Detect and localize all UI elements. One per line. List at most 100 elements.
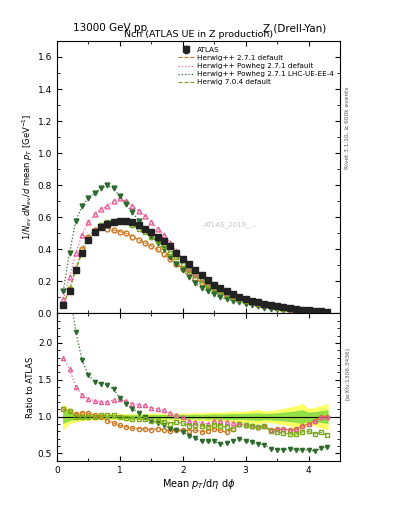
- Herwig 7.0.4 default: [86, 237, 91, 243]
- Herwig++ Powheg 2.7.1 default: [275, 304, 279, 310]
- Herwig 7.0.4 default: [155, 238, 160, 244]
- Herwig 7.0.4 default: [206, 282, 210, 288]
- Herwig++ 2.7.1 default: [92, 227, 97, 233]
- Line: Herwig++ Powheg 2.7.1 LHC-UE-EE-4: Herwig++ Powheg 2.7.1 LHC-UE-EE-4: [63, 185, 327, 312]
- Herwig++ Powheg 2.7.1 default: [287, 306, 292, 312]
- Herwig++ 2.7.1 default: [231, 294, 235, 301]
- Herwig 7.0.4 default: [162, 243, 166, 249]
- Herwig++ 2.7.1 default: [124, 230, 129, 237]
- Herwig++ Powheg 2.7.1 default: [61, 296, 66, 302]
- Herwig++ Powheg 2.7.1 default: [243, 297, 248, 304]
- Herwig++ Powheg 2.7.1 default: [206, 280, 210, 286]
- Herwig++ Powheg 2.7.1 default: [306, 308, 311, 314]
- Herwig++ Powheg 2.7.1 LHC-UE-EE-4: [250, 302, 254, 308]
- Y-axis label: $1/N_{ev}$ $dN_{ev}/d$ mean $p_T$ [GeV$^{-1}$]: $1/N_{ev}$ $dN_{ev}/d$ mean $p_T$ [GeV$^…: [20, 114, 35, 241]
- Herwig 7.0.4 default: [256, 301, 261, 307]
- Y-axis label: Ratio to ATLAS: Ratio to ATLAS: [26, 356, 35, 418]
- Herwig++ Powheg 2.7.1 default: [124, 198, 129, 204]
- Herwig++ 2.7.1 default: [193, 275, 198, 281]
- Herwig 7.0.4 default: [174, 254, 179, 261]
- Herwig++ Powheg 2.7.1 default: [281, 305, 286, 311]
- Herwig++ 2.7.1 default: [162, 251, 166, 257]
- Herwig 7.0.4 default: [99, 222, 103, 228]
- Herwig++ Powheg 2.7.1 default: [67, 273, 72, 280]
- Herwig 7.0.4 default: [281, 306, 286, 312]
- Herwig 7.0.4 default: [111, 218, 116, 224]
- Herwig++ Powheg 2.7.1 default: [174, 248, 179, 254]
- Herwig++ Powheg 2.7.1 LHC-UE-EE-4: [294, 308, 298, 314]
- Herwig++ Powheg 2.7.1 LHC-UE-EE-4: [193, 280, 198, 286]
- Herwig++ 2.7.1 default: [111, 227, 116, 233]
- Herwig++ Powheg 2.7.1 LHC-UE-EE-4: [262, 305, 267, 311]
- Herwig++ Powheg 2.7.1 LHC-UE-EE-4: [124, 201, 129, 207]
- Herwig++ 2.7.1 default: [105, 225, 110, 231]
- Herwig 7.0.4 default: [187, 267, 191, 273]
- Herwig 7.0.4 default: [61, 302, 66, 308]
- Herwig 7.0.4 default: [250, 299, 254, 305]
- Herwig++ 2.7.1 default: [180, 266, 185, 272]
- Herwig++ 2.7.1 default: [73, 266, 78, 272]
- Herwig 7.0.4 default: [224, 291, 229, 297]
- Herwig++ Powheg 2.7.1 LHC-UE-EE-4: [168, 254, 173, 261]
- Herwig 7.0.4 default: [199, 277, 204, 283]
- Herwig++ Powheg 2.7.1 LHC-UE-EE-4: [92, 190, 97, 196]
- Herwig++ 2.7.1 default: [275, 304, 279, 310]
- Herwig++ 2.7.1 default: [268, 303, 273, 309]
- Herwig++ Powheg 2.7.1 LHC-UE-EE-4: [187, 273, 191, 280]
- Herwig 7.0.4 default: [67, 286, 72, 292]
- Herwig++ Powheg 2.7.1 LHC-UE-EE-4: [155, 240, 160, 246]
- Herwig 7.0.4 default: [149, 233, 154, 240]
- Herwig++ Powheg 2.7.1 LHC-UE-EE-4: [312, 309, 317, 315]
- Herwig++ Powheg 2.7.1 LHC-UE-EE-4: [281, 307, 286, 313]
- Herwig++ Powheg 2.7.1 default: [294, 307, 298, 313]
- Herwig++ Powheg 2.7.1 default: [319, 308, 323, 314]
- Herwig++ Powheg 2.7.1 default: [136, 208, 141, 214]
- Herwig++ 2.7.1 default: [319, 308, 323, 314]
- Herwig++ Powheg 2.7.1 LHC-UE-EE-4: [162, 246, 166, 252]
- Herwig++ Powheg 2.7.1 default: [250, 299, 254, 305]
- Herwig++ Powheg 2.7.1 default: [212, 283, 217, 289]
- Herwig++ Powheg 2.7.1 LHC-UE-EE-4: [73, 218, 78, 224]
- Herwig 7.0.4 default: [212, 285, 217, 291]
- Legend: ATLAS, Herwig++ 2.7.1 default, Herwig++ Powheg 2.7.1 default, Herwig++ Powheg 2.: ATLAS, Herwig++ 2.7.1 default, Herwig++ …: [176, 45, 336, 88]
- Herwig++ Powheg 2.7.1 default: [149, 219, 154, 225]
- Herwig++ Powheg 2.7.1 LHC-UE-EE-4: [268, 306, 273, 312]
- Herwig++ Powheg 2.7.1 default: [187, 264, 191, 270]
- Text: [arXiv:1306.3436]: [arXiv:1306.3436]: [345, 347, 350, 400]
- Herwig 7.0.4 default: [231, 294, 235, 301]
- Herwig++ Powheg 2.7.1 LHC-UE-EE-4: [86, 195, 91, 201]
- Herwig++ Powheg 2.7.1 LHC-UE-EE-4: [118, 194, 122, 200]
- Herwig++ 2.7.1 default: [99, 224, 103, 230]
- Herwig++ Powheg 2.7.1 default: [168, 240, 173, 246]
- Herwig 7.0.4 default: [300, 307, 305, 313]
- Herwig++ 2.7.1 default: [262, 302, 267, 308]
- Herwig++ 2.7.1 default: [149, 243, 154, 249]
- Herwig++ 2.7.1 default: [243, 297, 248, 304]
- Herwig++ Powheg 2.7.1 LHC-UE-EE-4: [199, 285, 204, 291]
- Herwig++ Powheg 2.7.1 default: [73, 249, 78, 255]
- Herwig++ 2.7.1 default: [118, 229, 122, 235]
- Herwig++ Powheg 2.7.1 default: [86, 219, 91, 225]
- Herwig++ Powheg 2.7.1 LHC-UE-EE-4: [80, 203, 84, 209]
- Title: Nch (ATLAS UE in Z production): Nch (ATLAS UE in Z production): [124, 30, 273, 39]
- Herwig++ Powheg 2.7.1 LHC-UE-EE-4: [61, 288, 66, 294]
- Herwig 7.0.4 default: [218, 288, 223, 294]
- Herwig 7.0.4 default: [130, 222, 135, 228]
- Herwig++ 2.7.1 default: [281, 305, 286, 311]
- Herwig 7.0.4 default: [92, 229, 97, 235]
- Herwig++ Powheg 2.7.1 default: [180, 256, 185, 262]
- X-axis label: Mean $p_T$/d$\eta$ d$\phi$: Mean $p_T$/d$\eta$ d$\phi$: [162, 477, 235, 492]
- Herwig++ Powheg 2.7.1 default: [231, 293, 235, 299]
- Herwig++ Powheg 2.7.1 LHC-UE-EE-4: [218, 294, 223, 301]
- Herwig++ 2.7.1 default: [306, 308, 311, 314]
- Herwig 7.0.4 default: [124, 219, 129, 225]
- Line: Herwig++ 2.7.1 default: Herwig++ 2.7.1 default: [63, 227, 327, 312]
- Herwig 7.0.4 default: [319, 309, 323, 315]
- Herwig++ Powheg 2.7.1 default: [312, 308, 317, 314]
- Herwig++ Powheg 2.7.1 default: [224, 290, 229, 296]
- Text: ATLAS_2019_...: ATLAS_2019_...: [204, 221, 257, 228]
- Herwig++ Powheg 2.7.1 default: [162, 232, 166, 238]
- Herwig++ 2.7.1 default: [67, 286, 72, 292]
- Herwig 7.0.4 default: [180, 261, 185, 267]
- Herwig++ Powheg 2.7.1 default: [99, 206, 103, 212]
